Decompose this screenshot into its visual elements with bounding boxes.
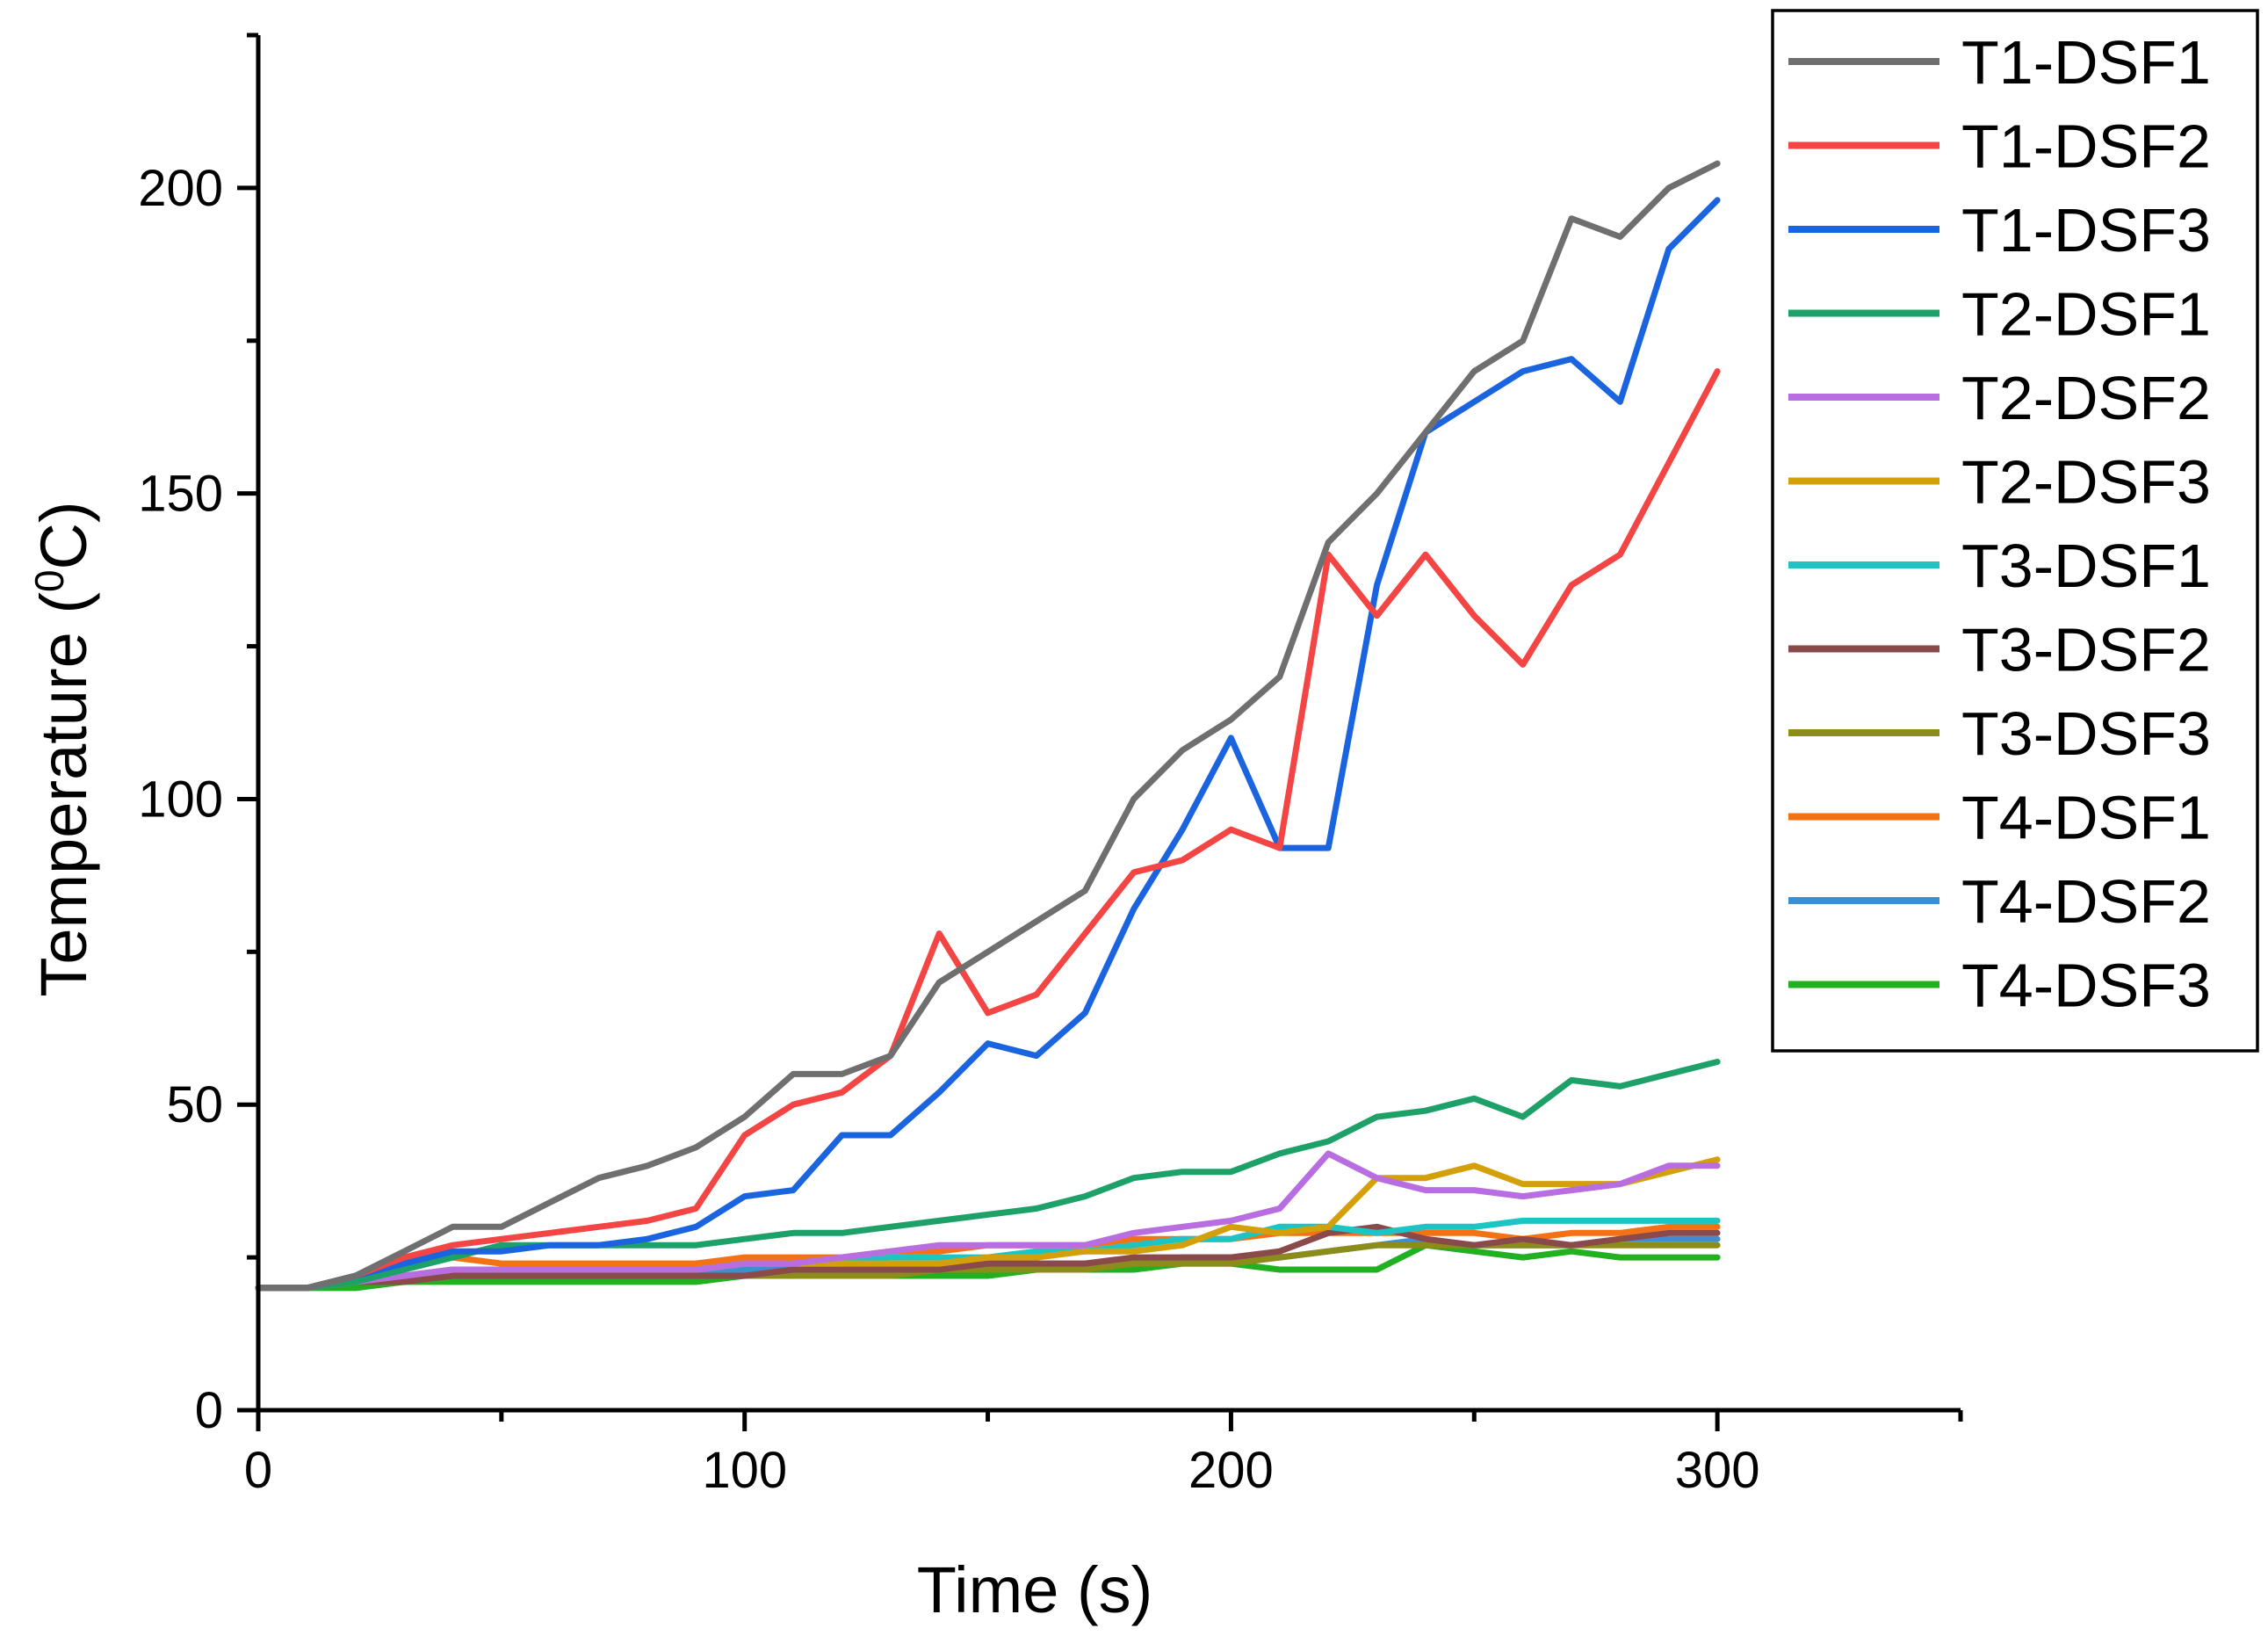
legend-label: T1-DSF1	[1961, 28, 2211, 97]
y-tick-label: 100	[138, 771, 223, 828]
x-tick-label: 300	[1675, 1442, 1760, 1499]
legend-label: T2-DSF2	[1961, 364, 2211, 432]
y-axis-title-main: Temperature (	[27, 592, 100, 997]
legend-label: T4-DSF3	[1961, 952, 2211, 1020]
x-tick-label: 100	[702, 1442, 787, 1499]
legend-label: T4-DSF1	[1961, 784, 2211, 852]
series-line-t1-dsf1	[255, 160, 1721, 1292]
x-tick-label: 0	[244, 1442, 272, 1499]
legend-label: T2-DSF1	[1961, 280, 2211, 349]
series-line-t2-dsf1	[255, 1059, 1721, 1292]
legend-label: T4-DSF2	[1961, 867, 2211, 936]
x-axis-title: Time (s)	[917, 1553, 1153, 1626]
axes-layer	[256, 35, 1961, 1413]
legend-label: T1-DSF2	[1961, 112, 2211, 181]
series-line-t1-dsf2	[255, 368, 1721, 1292]
legend-label: T3-DSF1	[1961, 532, 2211, 600]
series-line-t3-dsf2	[255, 1223, 1721, 1292]
y-tick-label: 0	[195, 1382, 223, 1439]
y-axis-title-tail: C)	[27, 501, 100, 569]
x-tick-label: 200	[1188, 1442, 1274, 1499]
y-axis-title: Temperature (0C)	[26, 501, 100, 996]
legend-label: T3-DSF3	[1961, 699, 2211, 768]
series-line-t2-dsf2	[255, 1150, 1721, 1292]
legend-box	[1771, 9, 2259, 1053]
series-layer	[255, 160, 1721, 1292]
y-tick-label: 150	[138, 466, 223, 523]
series-line-t1-dsf3	[255, 197, 1721, 1292]
legend-label: T1-DSF3	[1961, 196, 2211, 264]
y-tick-label: 50	[166, 1076, 223, 1133]
series-line-t4-dsf3	[255, 1241, 1721, 1292]
legend-label: T2-DSF3	[1961, 448, 2211, 517]
y-tick-label: 200	[138, 160, 223, 217]
legend-label: T3-DSF2	[1961, 616, 2211, 684]
ticks-layer: 0 100 200 300 0 50 100 150 200	[138, 33, 1963, 1499]
legend: T1-DSF1 T1-DSF2 T1-DSF3 T2-DSF1 T2-DSF2 T2-DS…	[1771, 9, 2259, 1053]
y-axis-title-superscript: 0	[26, 569, 72, 592]
